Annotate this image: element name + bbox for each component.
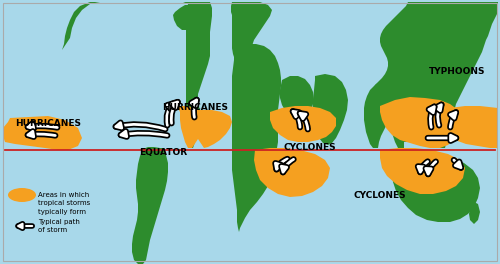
FancyArrowPatch shape: [429, 107, 434, 127]
FancyArrowPatch shape: [454, 160, 461, 168]
FancyArrowPatch shape: [172, 102, 177, 123]
FancyArrowPatch shape: [436, 105, 442, 125]
FancyArrowPatch shape: [418, 162, 428, 172]
Text: HURRICANES: HURRICANES: [15, 119, 81, 128]
FancyArrowPatch shape: [300, 113, 308, 129]
Polygon shape: [232, 2, 498, 148]
Text: TYPHOONS: TYPHOONS: [429, 68, 485, 77]
Polygon shape: [446, 106, 498, 148]
FancyArrowPatch shape: [192, 100, 196, 117]
Polygon shape: [62, 2, 212, 148]
Polygon shape: [231, 2, 272, 78]
FancyArrowPatch shape: [28, 131, 56, 137]
Text: Typical path
of storm: Typical path of storm: [38, 219, 80, 233]
FancyArrowPatch shape: [426, 162, 436, 174]
Polygon shape: [424, 104, 437, 124]
FancyArrowPatch shape: [293, 111, 300, 127]
FancyArrowPatch shape: [18, 224, 32, 228]
Polygon shape: [280, 76, 314, 120]
Polygon shape: [132, 147, 168, 264]
Polygon shape: [469, 202, 480, 224]
Ellipse shape: [8, 188, 36, 202]
FancyArrowPatch shape: [276, 159, 287, 169]
Text: CYCLONES: CYCLONES: [354, 191, 406, 200]
Text: CYCLONES: CYCLONES: [284, 144, 337, 153]
FancyArrowPatch shape: [121, 131, 168, 137]
Polygon shape: [420, 125, 440, 143]
Polygon shape: [373, 82, 414, 148]
Text: Areas in which
tropical storms
typically form: Areas in which tropical storms typically…: [38, 192, 90, 215]
Polygon shape: [232, 44, 281, 232]
FancyArrowPatch shape: [116, 123, 166, 129]
Polygon shape: [313, 74, 348, 145]
FancyArrowPatch shape: [428, 135, 456, 141]
Polygon shape: [3, 116, 82, 150]
FancyArrowPatch shape: [166, 104, 173, 125]
FancyArrowPatch shape: [450, 112, 456, 127]
Polygon shape: [380, 148, 465, 194]
FancyArrowPatch shape: [28, 123, 58, 129]
Polygon shape: [380, 97, 462, 148]
Polygon shape: [254, 148, 330, 197]
Polygon shape: [396, 124, 418, 142]
FancyArrowPatch shape: [282, 159, 294, 172]
Polygon shape: [270, 106, 336, 142]
Polygon shape: [160, 106, 204, 148]
Polygon shape: [190, 110, 232, 148]
Text: EQUATOR: EQUATOR: [139, 148, 187, 158]
Polygon shape: [390, 154, 480, 222]
Polygon shape: [447, 44, 461, 65]
Text: HURRICANES: HURRICANES: [162, 103, 228, 112]
Polygon shape: [173, 5, 200, 30]
Polygon shape: [289, 153, 309, 184]
